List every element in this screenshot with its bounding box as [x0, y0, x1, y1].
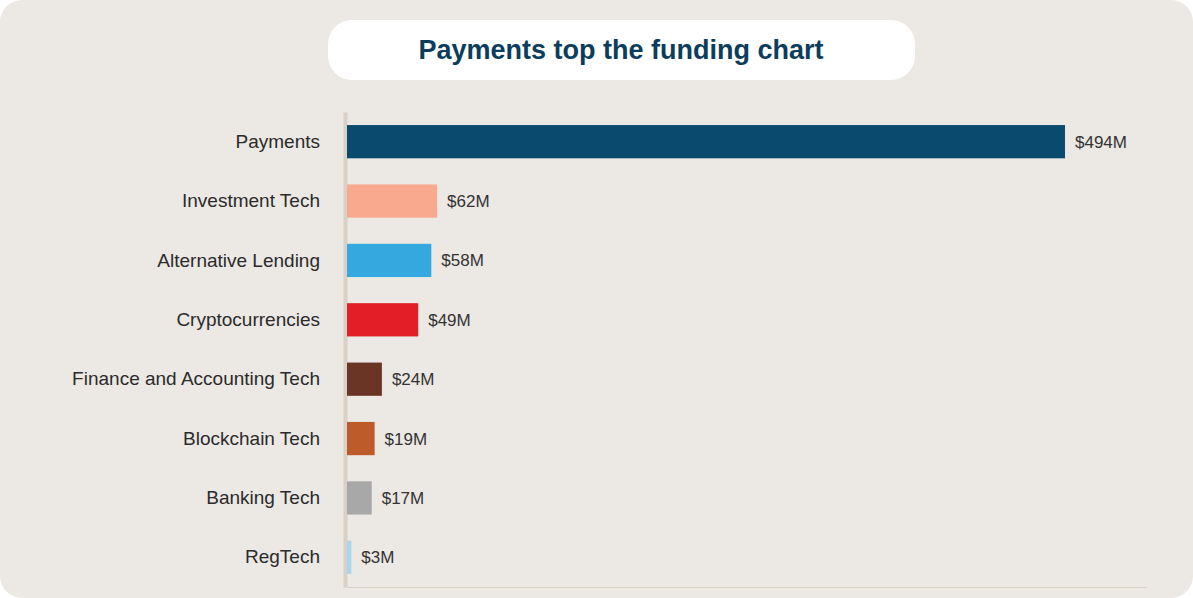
data-label: $58M — [441, 251, 484, 270]
y-tick-label: Alternative Lending — [157, 250, 320, 271]
x-axis — [348, 587, 1147, 588]
data-label: $49M — [428, 311, 471, 330]
y-tick: Banking Tech — [206, 487, 320, 508]
data-labels: $494M $62M $58M $49M $24M $19M $17M $3M — [361, 133, 1127, 568]
bar — [347, 303, 418, 336]
background — [0, 0, 1193, 598]
y-tick: Alternative Lending — [157, 250, 320, 271]
y-tick-label: Payments — [236, 131, 320, 152]
y-tick: Blockchain Tech — [183, 428, 320, 449]
data-label: $17M — [382, 489, 425, 508]
data-label: $62M — [447, 192, 490, 211]
bar — [347, 244, 431, 277]
data-label: $494M — [1075, 133, 1127, 152]
y-tick: Finance and Accounting Tech — [72, 368, 320, 389]
x-axis-line — [348, 587, 1147, 588]
y-tick-label: Investment Tech — [182, 190, 320, 211]
title-background — [328, 20, 915, 80]
data-label: $19M — [385, 430, 428, 449]
data-label: $3M — [361, 548, 394, 567]
y-tick-label: Cryptocurrencies — [176, 309, 320, 330]
y-tick: Payments — [236, 131, 320, 152]
bar — [347, 125, 1065, 158]
y-axis: Payments Investment Tech Alternative Lendi… — [72, 113, 345, 588]
chart-svg: Payments top the funding chart Payments In… — [0, 0, 1193, 598]
chart-container: Payments top the funding chart Payments In… — [0, 0, 1193, 598]
title: Payments top the funding chart — [418, 35, 823, 65]
bar — [347, 541, 351, 574]
bar — [347, 184, 437, 217]
bars — [347, 125, 1065, 574]
y-tick-label: Banking Tech — [206, 487, 320, 508]
y-tick-label: Blockchain Tech — [183, 428, 320, 449]
y-axis-line — [344, 113, 348, 588]
bar — [347, 363, 382, 396]
y-tick: Cryptocurrencies — [176, 309, 320, 330]
bar — [347, 422, 375, 455]
y-tick-label: Finance and Accounting Tech — [72, 368, 320, 389]
y-tick: Investment Tech — [182, 190, 320, 211]
bar — [347, 481, 372, 514]
y-tick: RegTech — [245, 546, 320, 567]
data-label: $24M — [392, 370, 435, 389]
y-tick-label: RegTech — [245, 546, 320, 567]
